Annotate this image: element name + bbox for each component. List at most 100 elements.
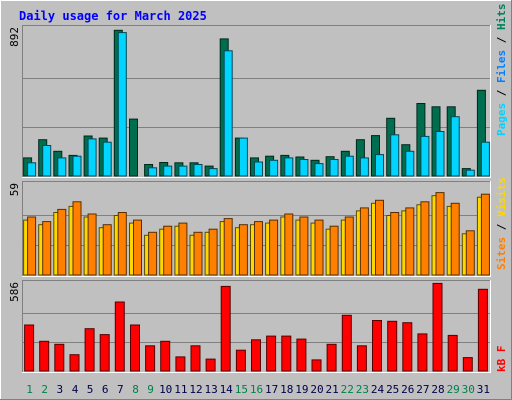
day-label-30: 30 <box>462 383 475 396</box>
bar-sites-day-27 <box>420 201 430 276</box>
bar-kb-f-day-25 <box>387 320 398 372</box>
day-label-4: 4 <box>72 383 79 396</box>
bar-hits-day-8 <box>129 118 138 177</box>
day-label-24: 24 <box>371 383 385 396</box>
bar-kb-f-day-30 <box>462 357 473 372</box>
bar-kb-f-day-29 <box>447 334 458 372</box>
right-label-hits: Hits <box>495 4 508 31</box>
bar-sites-day-13 <box>208 228 218 276</box>
bar-kb-f-day-12 <box>190 345 201 372</box>
bar-sites-day-30 <box>465 230 475 276</box>
panel-visits: 59 <box>8 181 491 277</box>
day-label-28: 28 <box>431 383 444 396</box>
day-label-14: 14 <box>220 383 234 396</box>
bar-files-day-23 <box>359 157 369 177</box>
right-label-separator: / <box>495 30 508 50</box>
bar-files-day-12 <box>193 164 203 177</box>
bar-files-day-16 <box>254 161 263 177</box>
day-label-13: 13 <box>204 383 217 396</box>
bar-sites-day-21 <box>329 225 339 276</box>
bar-sites-day-24 <box>375 199 384 276</box>
bar-sites-day-25 <box>390 212 400 276</box>
day-label-3: 3 <box>56 383 63 396</box>
bar-kb-f-day-6 <box>99 334 110 372</box>
day-label-21: 21 <box>325 383 338 396</box>
bar-files-day-31 <box>480 141 490 177</box>
day-label-19: 19 <box>295 383 308 396</box>
right-label-sites: Sites <box>495 237 508 270</box>
bar-sites-day-7 <box>117 212 127 276</box>
day-label-8: 8 <box>132 383 139 396</box>
day-label-31: 31 <box>477 383 490 396</box>
bar-files-day-20 <box>314 163 324 177</box>
bar-kb-f-day-14 <box>220 285 231 372</box>
day-label-5: 5 <box>87 383 94 396</box>
bar-kb-f-day-27 <box>417 333 428 372</box>
bar-sites-day-3 <box>57 208 67 276</box>
bar-sites-day-23 <box>359 207 369 276</box>
right-label-middle: Sites / Visits <box>495 177 508 270</box>
day-label-1: 1 <box>26 383 33 396</box>
bar-sites-day-17 <box>269 219 279 276</box>
day-label-12: 12 <box>189 383 202 396</box>
bar-files-day-29 <box>450 116 460 177</box>
bar-files-day-28 <box>435 131 445 177</box>
bar-kb-f-day-2 <box>39 340 50 372</box>
bar-sites-day-14 <box>223 218 233 276</box>
right-label-visits: Visits <box>495 177 508 217</box>
bar-sites-day-12 <box>193 231 203 276</box>
bar-files-day-18 <box>284 157 294 177</box>
bar-kb-f-day-24 <box>372 320 382 372</box>
bar-files-day-9 <box>148 167 158 177</box>
bar-sites-day-29 <box>450 202 460 276</box>
bar-files-day-26 <box>405 150 415 177</box>
bar-files-day-6 <box>102 141 112 177</box>
day-label-29: 29 <box>447 383 460 396</box>
day-label-6: 6 <box>102 383 109 396</box>
bar-kb-f-day-26 <box>402 322 413 372</box>
bar-kb-f-day-9 <box>145 345 156 372</box>
bar-files-day-5 <box>87 138 97 177</box>
bar-files-day-22 <box>344 155 354 177</box>
bar-sites-day-20 <box>314 219 324 276</box>
bar-files-day-25 <box>390 134 400 177</box>
day-label-27: 27 <box>416 383 429 396</box>
bar-files-day-27 <box>420 135 430 177</box>
day-label-2: 2 <box>41 383 48 396</box>
day-label-11: 11 <box>174 383 187 396</box>
right-label-pages: Pages <box>495 103 508 136</box>
panel-kbytes-ymax-label: 586 <box>8 282 21 302</box>
right-label-top: Pages / Files / Hits <box>495 4 508 137</box>
bar-kb-f-day-19 <box>296 338 307 372</box>
right-label-separator: / <box>495 217 508 237</box>
bar-files-day-13 <box>208 168 218 177</box>
bar-sites-day-8 <box>133 219 142 276</box>
right-label-separator: / <box>495 83 508 103</box>
day-label-18: 18 <box>280 383 293 396</box>
bar-files-day-3 <box>57 157 67 177</box>
day-label-15: 15 <box>235 383 248 396</box>
bar-kb-f-day-10 <box>160 340 171 372</box>
bar-files-day-10 <box>163 165 173 177</box>
bar-sites-day-28 <box>435 192 445 276</box>
bar-files-day-17 <box>269 159 279 177</box>
right-label-bottom: kB F <box>495 346 508 373</box>
bar-kb-f-day-23 <box>356 345 367 372</box>
day-label-23: 23 <box>356 383 369 396</box>
panel-hits: 892 <box>8 25 491 178</box>
bar-files-day-4 <box>72 155 82 177</box>
right-label-kb-f: kB F <box>495 346 508 373</box>
bar-files-day-19 <box>299 159 309 177</box>
bar-kb-f-day-13 <box>205 358 216 372</box>
right-label-files: Files <box>495 50 508 83</box>
bar-files-day-14 <box>223 50 233 177</box>
bar-sites-day-6 <box>102 224 112 276</box>
bar-sites-day-18 <box>284 213 294 276</box>
day-label-9: 9 <box>147 383 154 396</box>
bar-kb-f-day-21 <box>326 343 337 372</box>
bar-kb-f-day-15 <box>235 349 246 372</box>
bar-sites-day-19 <box>299 216 309 276</box>
bar-files-day-1 <box>27 162 37 177</box>
bar-kb-f-day-1 <box>24 324 35 372</box>
bar-kb-f-day-17 <box>266 335 277 372</box>
